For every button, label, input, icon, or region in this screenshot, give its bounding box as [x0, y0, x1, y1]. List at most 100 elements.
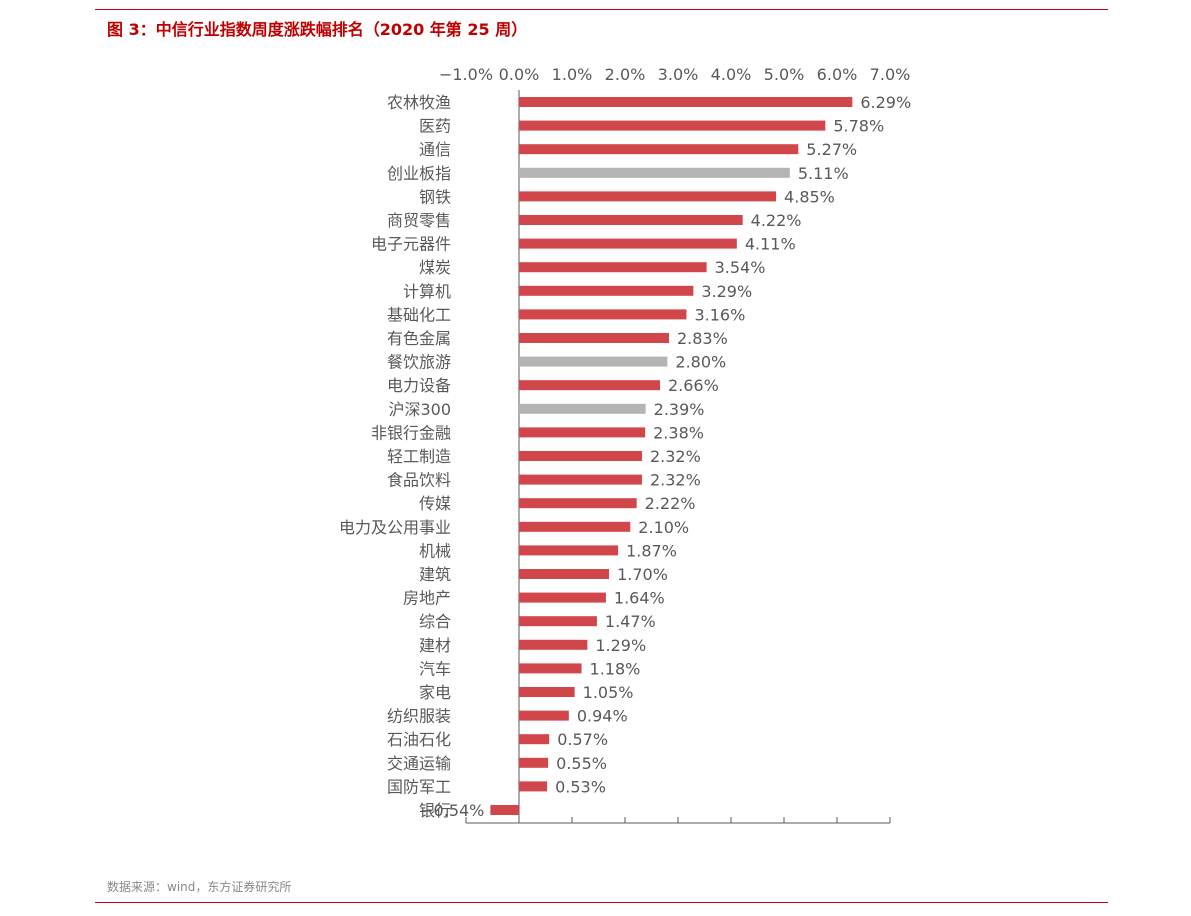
top-rule: [95, 9, 1108, 10]
category-label: 国防军工: [387, 777, 451, 796]
data-label: 2.22%: [645, 494, 696, 513]
data-label: 1.47%: [605, 612, 656, 631]
data-label: 1.05%: [583, 683, 634, 702]
data-label: 1.29%: [595, 636, 646, 655]
bar: [519, 97, 853, 107]
bar: [519, 285, 694, 296]
bar: [519, 710, 569, 721]
category-label: 建材: [419, 636, 451, 655]
data-label: 4.11%: [745, 235, 796, 254]
data-label: 2.39%: [654, 400, 705, 419]
category-label: 计算机: [403, 282, 451, 301]
bar: [519, 238, 737, 249]
data-label: 2.10%: [638, 518, 689, 537]
data-label: 1.18%: [590, 659, 641, 678]
category-label: 有色金属: [387, 329, 451, 348]
data-label: 3.16%: [694, 305, 745, 324]
data-label: −0.54%: [420, 801, 484, 820]
category-label: 建筑: [419, 565, 451, 584]
data-label: 1.87%: [626, 541, 677, 560]
data-label: 5.78%: [833, 117, 884, 136]
x-tick-label: 4.0%: [711, 65, 752, 84]
x-tick-label: 0.0%: [499, 65, 540, 84]
category-label: 餐饮旅游: [387, 353, 451, 372]
category-label: 纺织服装: [387, 707, 451, 726]
bar: [519, 427, 646, 438]
x-tick-label: 2.0%: [605, 65, 646, 84]
bar: [519, 498, 637, 509]
x-tick-label: 5.0%: [764, 65, 805, 84]
category-label: 创业板指: [387, 164, 451, 183]
data-label: 5.27%: [806, 140, 857, 159]
bar: [519, 120, 826, 131]
bar: [519, 144, 799, 155]
bar: [519, 781, 548, 792]
category-label: 轻工制造: [387, 447, 451, 466]
x-tick-label: 7.0%: [870, 65, 911, 84]
bar: [519, 380, 660, 391]
data-label: 4.85%: [784, 187, 835, 206]
bar: [519, 639, 588, 650]
data-label: 2.66%: [668, 376, 719, 395]
data-label: 2.80%: [675, 353, 726, 372]
data-source: 数据来源：wind，东方证券研究所: [107, 880, 292, 894]
bar: [519, 333, 669, 343]
bar: [519, 734, 550, 745]
bar: [519, 545, 619, 556]
data-label: 0.55%: [556, 754, 607, 773]
category-label: 医药: [419, 117, 451, 136]
bar: [490, 805, 519, 815]
category-label: 非银行金融: [371, 423, 451, 442]
data-label: 1.64%: [614, 589, 665, 608]
data-label: 3.54%: [715, 258, 766, 277]
category-label: 房地产: [403, 589, 451, 608]
category-label: 家电: [419, 683, 451, 702]
figure-title: 图 3：中信行业指数周度涨跌幅排名（2020 年第 25 周）: [107, 20, 528, 39]
bar: [519, 191, 777, 202]
bar: [519, 215, 743, 225]
data-label: 0.53%: [555, 777, 606, 796]
category-label: 通信: [419, 140, 451, 159]
bar: [519, 309, 687, 320]
data-label: 1.70%: [617, 565, 668, 584]
bottom-rule: [95, 902, 1108, 903]
bar: [519, 569, 610, 579]
category-label: 农林牧渔: [387, 93, 451, 112]
data-label: 0.94%: [577, 707, 628, 726]
category-label: 交通运输: [387, 754, 451, 773]
data-label: 0.57%: [557, 730, 608, 749]
data-label: 4.22%: [751, 211, 802, 230]
category-label: 电子元器件: [371, 235, 451, 254]
x-tick-label: 1.0%: [552, 65, 593, 84]
bar: [519, 451, 642, 461]
data-label: 5.11%: [798, 164, 849, 183]
category-label: 煤炭: [419, 258, 451, 277]
x-tick-label: 6.0%: [817, 65, 858, 84]
category-label: 综合: [419, 612, 451, 631]
category-label: 汽车: [419, 659, 451, 678]
bar: [519, 757, 549, 768]
category-label: 钢铁: [419, 187, 451, 206]
category-label: 石油石化: [387, 730, 451, 749]
category-label: 银行: [419, 801, 451, 820]
bar: [519, 663, 582, 674]
data-label: 2.32%: [650, 447, 701, 466]
data-label: 2.83%: [677, 329, 728, 348]
category-label: 基础化工: [387, 305, 451, 324]
bar: [519, 521, 631, 532]
x-tick-label: −1.0%: [439, 65, 493, 84]
data-label: 3.29%: [701, 282, 752, 301]
bar: [519, 356, 668, 367]
category-label: 沪深300: [388, 400, 451, 419]
data-label: 6.29%: [860, 93, 911, 112]
category-label: 电力及公用事业: [339, 518, 451, 537]
bar: [519, 474, 642, 485]
x-tick-label: 3.0%: [658, 65, 699, 84]
bar: [519, 262, 707, 273]
category-label: 食品饮料: [387, 471, 451, 490]
bar: [519, 167, 790, 178]
category-label: 机械: [419, 541, 451, 560]
bar: [519, 616, 597, 627]
bar: [519, 403, 646, 414]
